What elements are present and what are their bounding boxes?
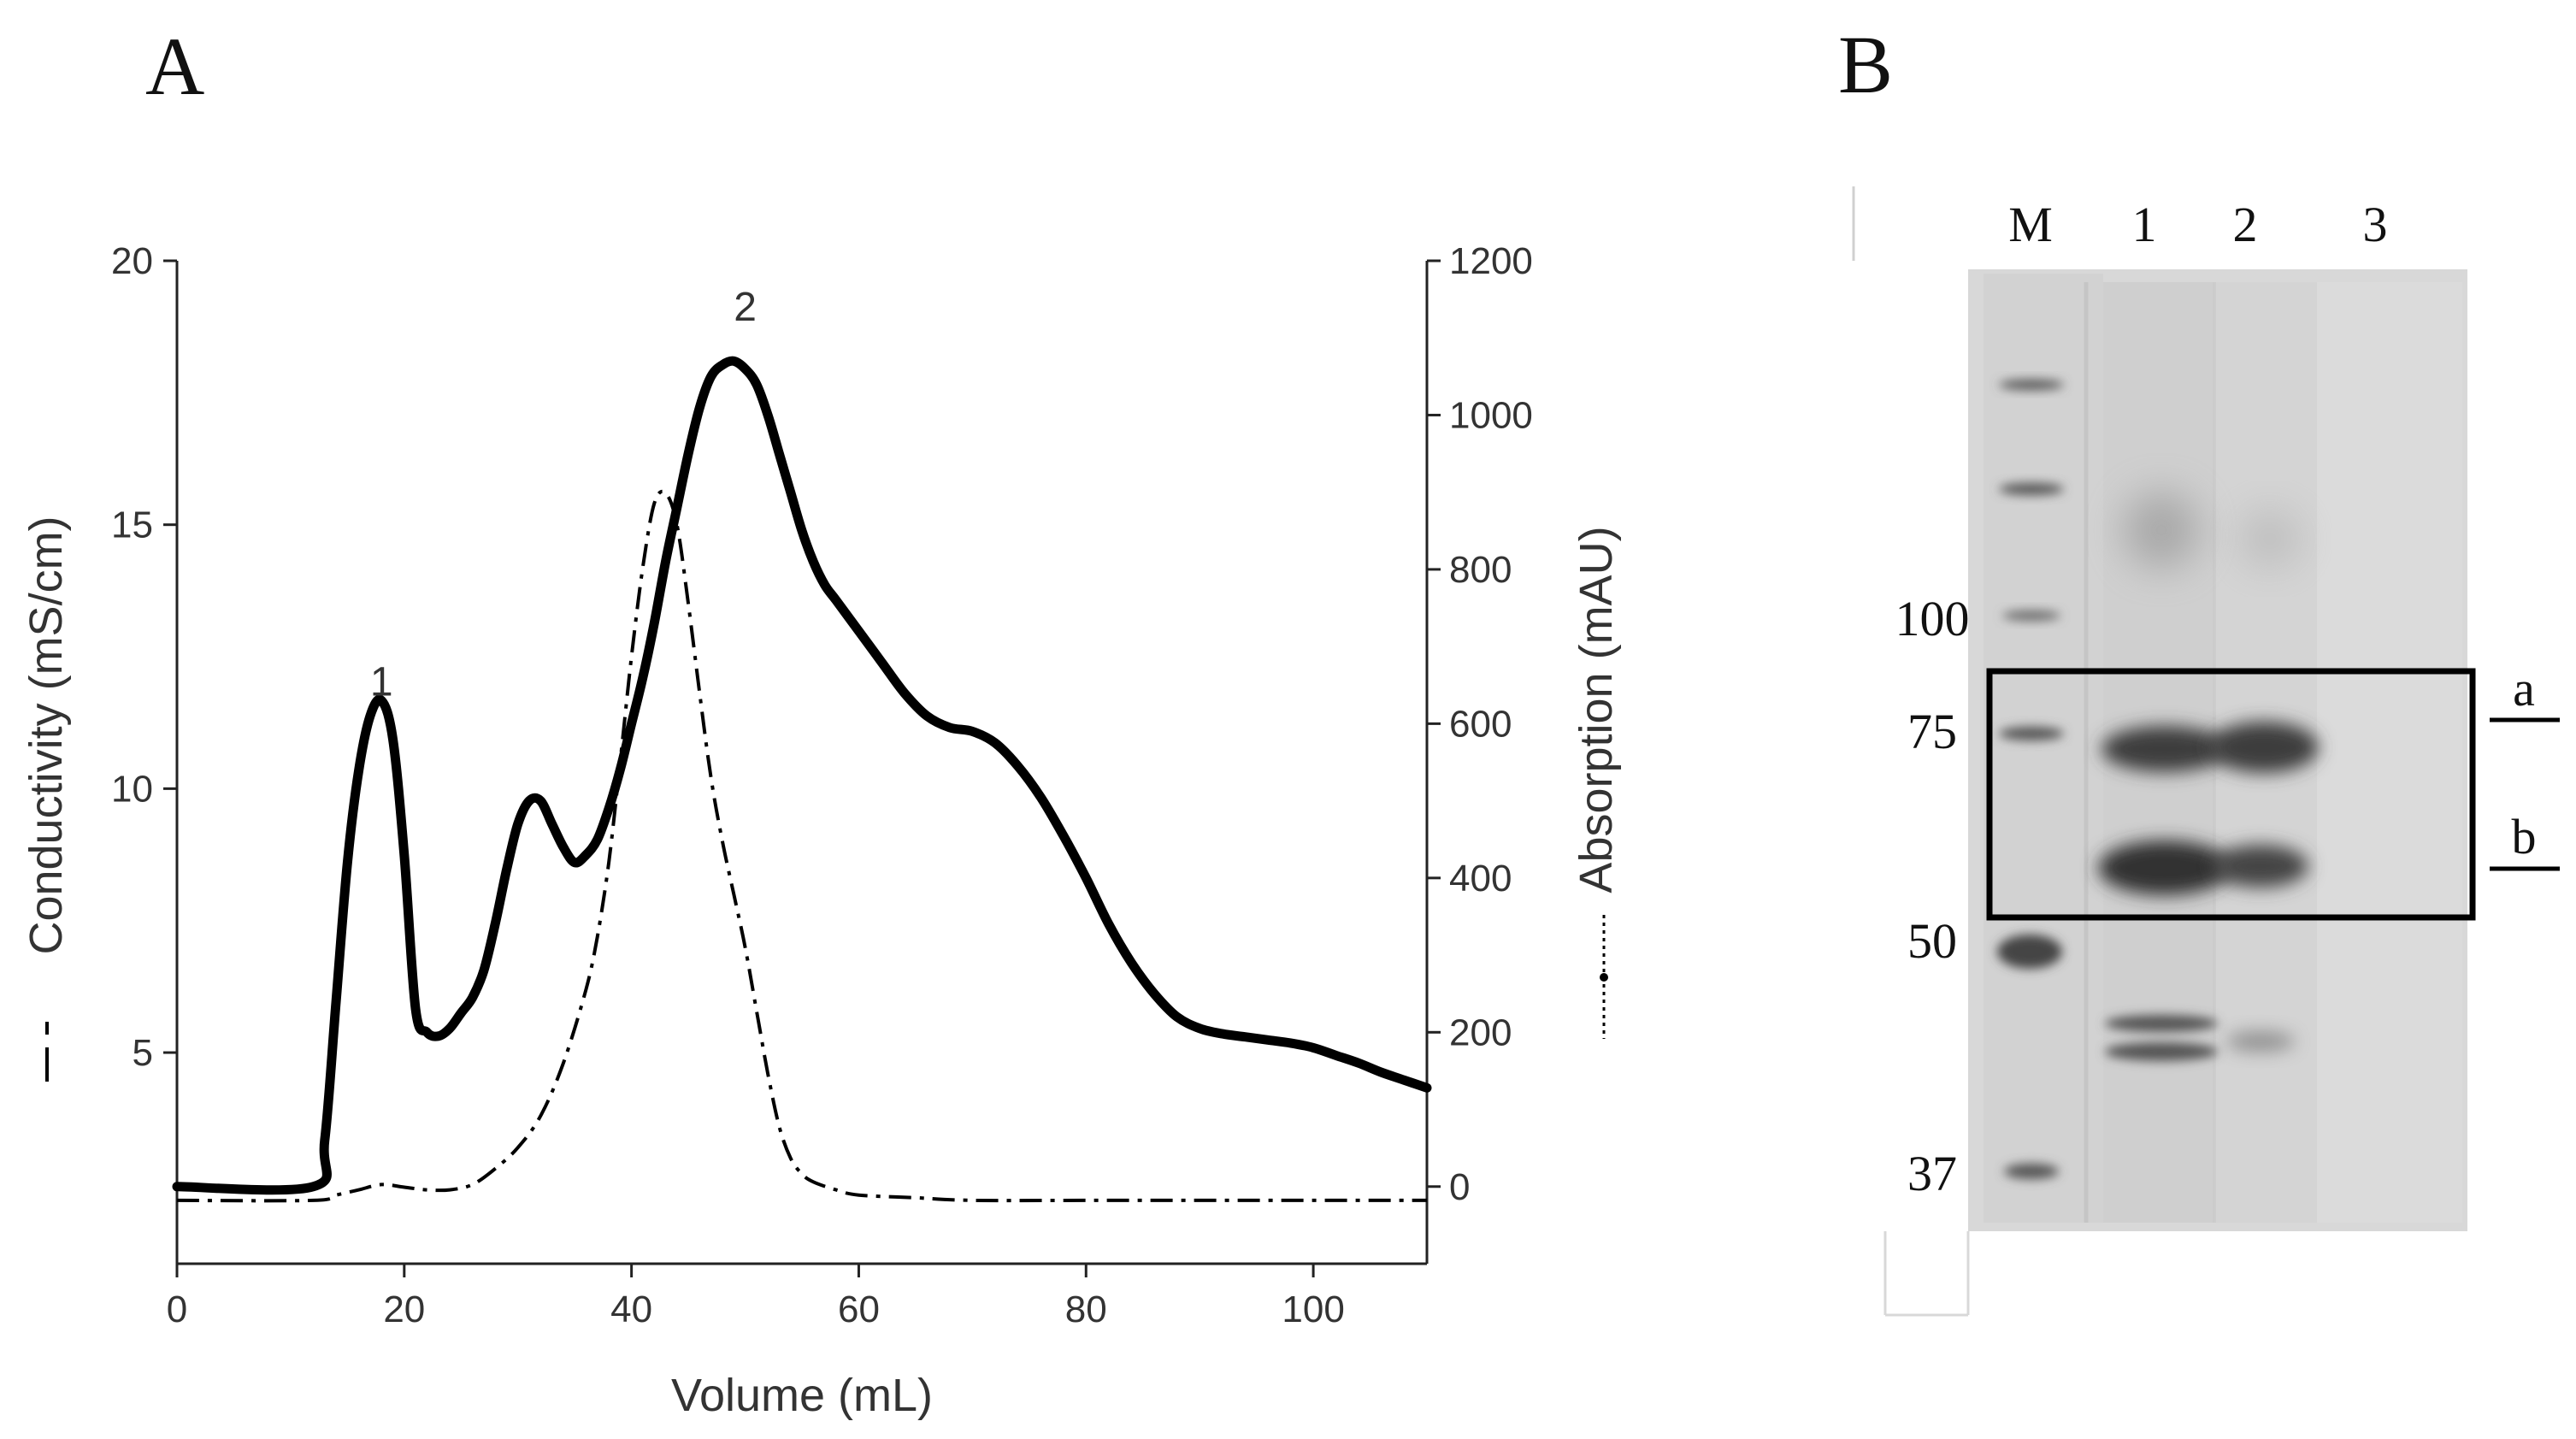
highlight-box	[1986, 668, 2476, 921]
left-axis-title-group: Conductivity (mS/cm)	[21, 516, 72, 1082]
right-y-tick-label: 200	[1449, 1011, 1512, 1053]
right-y-tick-label: 0	[1449, 1166, 1470, 1208]
marker-band	[1999, 727, 2064, 740]
right-y-tick-label: 1000	[1449, 394, 1533, 436]
sample-band-b	[2098, 840, 2231, 895]
mw-label-50: 50	[1907, 913, 1957, 969]
lane-label-m: M	[2008, 197, 2053, 252]
sample-band	[2105, 1042, 2218, 1061]
mw-label-37: 37	[1907, 1146, 1957, 1201]
x-axis-title: Volume (mL)	[671, 1370, 933, 1421]
mw-label-100: 100	[1895, 591, 1970, 646]
marker-band	[1999, 483, 2064, 495]
marker-band	[2002, 610, 2060, 621]
sample-band-a	[2101, 726, 2228, 772]
sample-band	[2239, 510, 2301, 568]
right-axis-title: Absorption (mAU)	[1571, 526, 1622, 893]
band-label-a: a	[2513, 661, 2535, 717]
x-tick-label: 100	[1282, 1289, 1344, 1330]
panel-letter-a: A	[145, 21, 204, 112]
right-y-ticks: 0 200 400 600 800 1000 1200	[1427, 240, 1533, 1208]
sample-band	[2124, 492, 2199, 569]
lane-label-2: 2	[2233, 197, 2258, 252]
lane-label-1: 1	[2132, 197, 2157, 252]
marker-band	[1997, 935, 2062, 969]
left-axis-title: Conductivity (mS/cm)	[21, 516, 72, 954]
marker-band	[2004, 1164, 2059, 1179]
x-tick-label: 0	[167, 1289, 187, 1330]
right-y-tick-label: 800	[1449, 549, 1512, 591]
panel-a: A 0 20 40 60 80 100 5 10 15 20 0 200 400 600 800 1000…	[21, 21, 1622, 1421]
absorption-line	[172, 356, 1432, 1195]
right-legend-marker-icon	[1600, 973, 1608, 982]
left-y-tick-label: 5	[133, 1032, 153, 1074]
peak-label-2: 2	[734, 285, 757, 330]
marker-lane-shade	[1984, 274, 2103, 1223]
right-axis-title-group: Absorption (mAU)	[1571, 526, 1622, 1039]
x-tick-label: 40	[610, 1289, 652, 1330]
right-y-tick-label: 400	[1449, 858, 1512, 899]
marker-band	[1999, 380, 2064, 390]
right-y-tick-label: 1200	[1449, 240, 1533, 282]
x-ticks: 0 20 40 60 80 100	[167, 1264, 1345, 1330]
peak-label-1: 1	[370, 659, 393, 705]
mw-label-75: 75	[1907, 704, 1957, 759]
panel-b: B M 1 2	[1838, 19, 2560, 1317]
left-y-tick-label: 20	[111, 240, 153, 282]
sample-band	[2226, 1031, 2295, 1052]
left-y-ticks: 5 10 15 20	[111, 240, 177, 1074]
right-y-tick-label: 600	[1449, 703, 1512, 745]
left-y-tick-label: 15	[111, 504, 153, 546]
band-label-b: b	[2512, 809, 2537, 864]
x-tick-label: 80	[1065, 1289, 1107, 1330]
sample-band-a	[2209, 722, 2319, 773]
lane-label-3: 3	[2363, 197, 2388, 252]
x-tick-label: 60	[838, 1289, 880, 1330]
lane-3-shade	[2317, 282, 2462, 1223]
left-y-tick-label: 10	[111, 768, 153, 810]
conductivity-line	[176, 489, 1427, 1203]
x-tick-label: 20	[383, 1289, 425, 1330]
panel-letter-b: B	[1838, 19, 1893, 110]
sample-band-b	[2213, 845, 2308, 888]
sample-band	[2105, 1015, 2218, 1032]
